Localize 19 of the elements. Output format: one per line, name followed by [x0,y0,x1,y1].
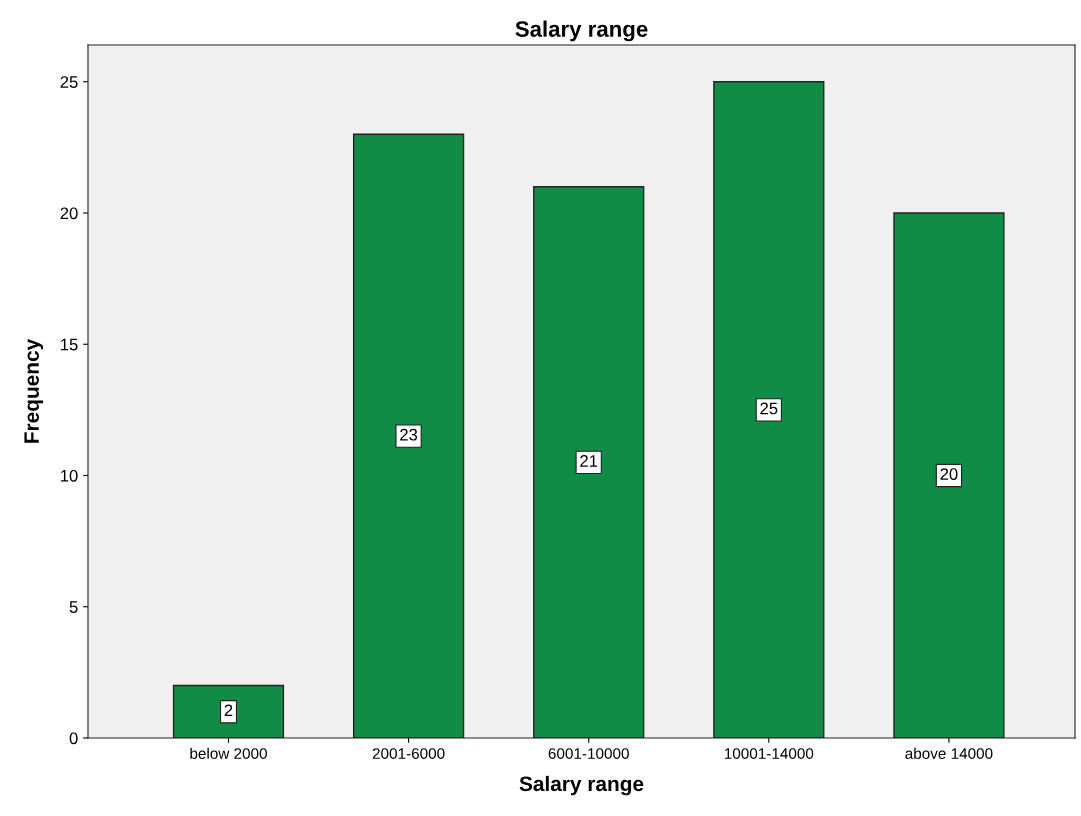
y-tick-label: 15 [61,338,78,351]
data-label: 23 [400,428,418,441]
x-tick-label: above 14000 [905,747,993,759]
data-label: 21 [580,455,598,467]
data-label: 20 [940,468,958,480]
y-axis-title: Frequency [24,338,44,443]
y-tick-label: 10 [61,469,78,482]
chart-title: Salary range [515,20,648,42]
y-tick-label: 5 [69,601,78,613]
y-tick-label: 25 [60,76,78,88]
x-axis-title: Salary range [519,775,644,796]
x-tick-label: 6001-10000 [548,748,629,759]
x-tick-label: 10001-14000 [724,748,814,759]
y-tick-label: 20 [60,207,78,220]
x-tick-label: below 2000 [190,747,267,759]
y-tick-label: 0 [69,732,78,745]
x-tick-label: 2001-6000 [372,748,445,759]
data-label: 2 [224,704,233,717]
data-label: 25 [760,402,778,415]
